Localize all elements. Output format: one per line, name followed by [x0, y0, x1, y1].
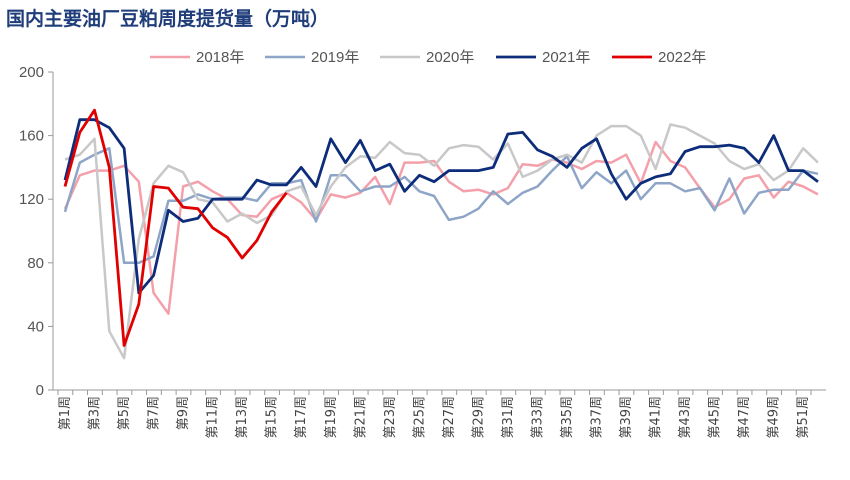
x-tick-label: 第17周 — [294, 396, 309, 439]
x-tick-label: 第23周 — [383, 396, 398, 439]
x-tick-label: 第21周 — [353, 396, 368, 439]
x-tick-label: 第37周 — [590, 396, 605, 439]
x-tick-label: 第19周 — [324, 396, 339, 439]
x-tick-label: 第47周 — [737, 396, 752, 439]
y-tick-label: 120 — [19, 191, 44, 208]
x-tick-label: 第31周 — [501, 396, 516, 439]
legend: 2018年 2019年 2020年 2021年 2022年 — [150, 49, 706, 66]
x-tick-label: 第51周 — [796, 396, 811, 439]
axes: 0 40 80 120 160 200 — [19, 64, 826, 399]
series-line-2018年 — [63, 140, 819, 315]
y-tick-label: 40 — [27, 318, 44, 335]
legend-label: 2021年 — [542, 49, 590, 66]
legend-label: 2018年 — [196, 49, 244, 66]
x-tick-label: 第9周 — [176, 396, 191, 430]
y-tick-label: 160 — [19, 128, 44, 145]
x-tick-label: 第39周 — [619, 396, 634, 439]
series-lines — [63, 108, 819, 360]
x-tick-label: 第49周 — [767, 396, 782, 439]
x-tick-label: 第11周 — [206, 396, 221, 439]
series-line-2021年 — [63, 118, 819, 295]
y-tick-label: 200 — [19, 64, 44, 81]
chart-title: 国内主要油厂豆粕周度提货量（万吨） — [6, 8, 330, 30]
legend-label: 2019年 — [311, 49, 359, 66]
x-tick-label: 第3周 — [88, 396, 103, 430]
x-tick-label: 第45周 — [708, 396, 723, 439]
x-tick-label: 第29周 — [471, 396, 486, 439]
x-tick-labels: 第1周 第3周 第5周 第7周 第9周 第11周 第13周 第15周 第17周 第19周 第21周第… — [58, 396, 811, 439]
series-line-2020年 — [64, 123, 819, 360]
series-line-2019年 — [63, 147, 819, 265]
x-tick-label: 第15周 — [265, 396, 280, 439]
y-tick-label: 0 — [36, 382, 44, 399]
x-tick-label: 第1周 — [58, 396, 73, 430]
x-tick-label: 第25周 — [412, 396, 427, 439]
y-tick-label: 80 — [27, 255, 44, 272]
x-tick-label: 第41周 — [649, 396, 664, 439]
x-tick-label: 第33周 — [530, 396, 545, 439]
x-tick-label: 第13周 — [235, 396, 250, 439]
series-line-2022年 — [63, 108, 288, 347]
x-tick-label: 第7周 — [147, 396, 162, 430]
x-tick-label: 第35周 — [560, 396, 575, 439]
x-tick-label: 第5周 — [117, 396, 132, 430]
legend-label: 2022年 — [658, 49, 706, 66]
x-tick-label: 第27周 — [442, 396, 457, 439]
x-tick-label: 第43周 — [678, 396, 693, 439]
legend-label: 2020年 — [426, 49, 474, 66]
